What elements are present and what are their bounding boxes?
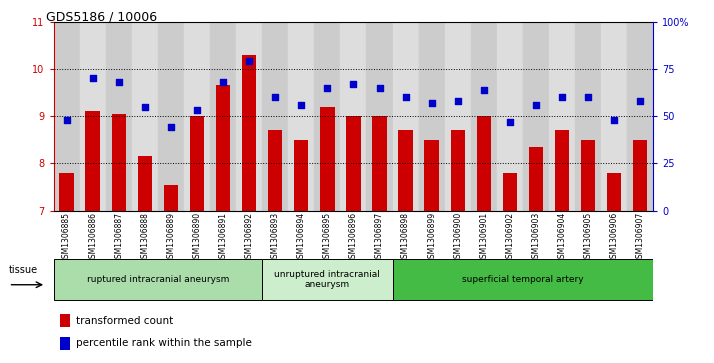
Bar <box>445 22 471 211</box>
Bar <box>190 116 204 211</box>
Bar <box>54 22 80 211</box>
Point <box>608 117 620 123</box>
Bar <box>294 140 308 211</box>
Bar <box>314 22 341 211</box>
Bar <box>503 173 517 211</box>
Bar <box>262 22 288 211</box>
Bar <box>86 111 100 211</box>
Bar <box>268 130 282 211</box>
Point <box>296 102 307 108</box>
Point <box>583 94 594 100</box>
Text: unruptured intracranial
aneurysm: unruptured intracranial aneurysm <box>274 270 381 289</box>
Bar <box>184 22 210 211</box>
Bar <box>601 22 627 211</box>
Bar <box>372 116 387 211</box>
Bar <box>497 22 523 211</box>
Bar <box>111 114 126 211</box>
Bar <box>59 337 71 350</box>
Point <box>400 94 411 100</box>
Point <box>635 98 646 104</box>
Bar <box>216 85 230 211</box>
Bar <box>425 140 439 211</box>
Bar <box>451 130 465 211</box>
Text: transformed count: transformed count <box>76 316 174 326</box>
Point <box>374 85 386 91</box>
Bar <box>164 184 178 211</box>
Point <box>165 125 176 130</box>
Point <box>452 98 463 104</box>
Bar <box>523 22 549 211</box>
Bar <box>320 107 335 211</box>
Point <box>504 119 516 125</box>
Bar <box>393 22 418 211</box>
Bar <box>210 22 236 211</box>
Bar <box>607 173 621 211</box>
Point <box>61 117 72 123</box>
Bar <box>288 22 314 211</box>
Point <box>191 107 203 113</box>
Bar <box>555 130 569 211</box>
Point <box>478 87 490 93</box>
Bar <box>341 22 366 211</box>
Bar <box>529 147 543 211</box>
Point <box>113 79 124 85</box>
Bar <box>138 156 152 211</box>
Point <box>139 104 151 110</box>
Bar <box>262 258 393 301</box>
Bar <box>236 22 262 211</box>
Text: GDS5186 / 10006: GDS5186 / 10006 <box>46 11 158 24</box>
Bar <box>59 314 71 327</box>
Bar <box>80 22 106 211</box>
Point <box>556 94 568 100</box>
Bar <box>575 22 601 211</box>
Point <box>321 85 333 91</box>
Bar <box>477 116 491 211</box>
Bar <box>627 22 653 211</box>
Bar <box>471 22 497 211</box>
Point <box>217 79 228 85</box>
Bar <box>549 22 575 211</box>
Point <box>426 100 438 106</box>
Bar <box>393 258 653 301</box>
Text: percentile rank within the sample: percentile rank within the sample <box>76 338 252 348</box>
Text: superficial temporal artery: superficial temporal artery <box>462 275 584 284</box>
Bar <box>346 116 361 211</box>
Bar <box>633 140 648 211</box>
Point <box>243 58 255 64</box>
Bar <box>54 258 262 301</box>
Text: tissue: tissue <box>9 265 38 275</box>
Bar <box>581 140 595 211</box>
Bar <box>366 22 393 211</box>
Bar <box>242 55 256 211</box>
Bar <box>158 22 184 211</box>
Bar <box>59 173 74 211</box>
Bar <box>418 22 445 211</box>
Point <box>87 76 99 81</box>
Bar <box>106 22 132 211</box>
Point <box>348 81 359 87</box>
Bar <box>398 130 413 211</box>
Text: ruptured intracranial aneurysm: ruptured intracranial aneurysm <box>86 275 229 284</box>
Point <box>531 102 542 108</box>
Bar <box>132 22 158 211</box>
Point <box>269 94 281 100</box>
